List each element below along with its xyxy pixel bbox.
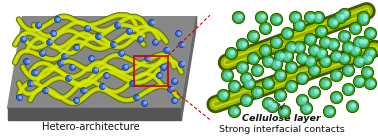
Polygon shape (8, 17, 197, 108)
Polygon shape (181, 17, 197, 120)
Polygon shape (8, 108, 181, 120)
Bar (134, 56, 168, 86)
Text: Cellulose layer: Cellulose layer (242, 114, 321, 123)
Text: Hetero-architecture: Hetero-architecture (42, 122, 139, 132)
Text: Strong interfacial contacts: Strong interfacial contacts (219, 125, 344, 134)
